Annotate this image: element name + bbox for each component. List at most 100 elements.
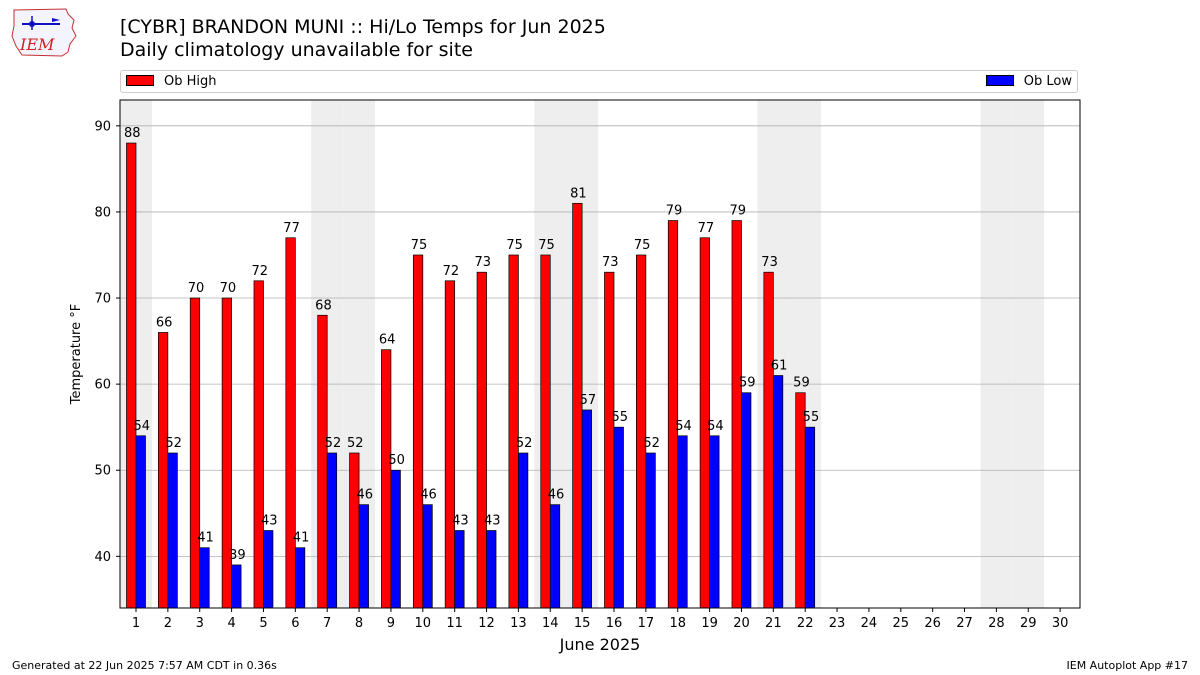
x-tick-label: 10	[415, 616, 432, 631]
high-value-label: 75	[538, 238, 555, 253]
low-bar	[581, 409, 592, 609]
weekend-shade-band	[1012, 100, 1045, 608]
low-bar	[390, 469, 401, 609]
weekend-shade-band	[566, 100, 599, 608]
low-bar	[263, 530, 274, 609]
high-bar	[699, 237, 710, 609]
x-tick-label: 6	[291, 616, 299, 631]
low-bar	[294, 547, 306, 609]
low-value-label: 41	[197, 531, 214, 546]
low-bar	[486, 530, 497, 609]
weekend-shade-band	[980, 100, 1013, 608]
low-bar	[231, 564, 242, 609]
x-tick-label: 7	[323, 616, 331, 631]
low-bar	[677, 435, 688, 609]
high-bar	[189, 297, 201, 609]
x-tick-label: 17	[638, 616, 655, 631]
low-value-label: 59	[739, 376, 756, 391]
high-value-label: 70	[220, 281, 237, 296]
y-tick-label: 60	[94, 378, 111, 393]
low-bar	[518, 452, 529, 609]
high-bar	[476, 271, 487, 609]
high-bar	[158, 332, 169, 609]
high-bar	[126, 142, 137, 609]
high-bar	[540, 254, 551, 609]
high-bar	[412, 254, 424, 609]
high-value-label: 75	[634, 238, 651, 253]
x-tick-label: 16	[606, 616, 623, 631]
x-tick-label: 5	[259, 616, 267, 631]
low-value-label: 52	[516, 436, 533, 451]
y-axis-label: Temperature °F	[69, 304, 84, 405]
high-bar	[763, 271, 774, 609]
low-value-label: 57	[580, 393, 597, 408]
x-tick-label: 28	[988, 616, 1005, 631]
x-tick-label: 14	[542, 616, 559, 631]
high-value-label: 72	[251, 264, 268, 279]
high-bar	[667, 220, 679, 609]
high-value-label: 73	[475, 255, 492, 270]
low-bar	[645, 452, 656, 609]
weekend-shade-band	[534, 100, 567, 608]
legend: Ob High Ob Low	[120, 70, 1078, 93]
low-value-label: 54	[707, 419, 724, 434]
high-bar	[731, 220, 742, 609]
low-value-label: 43	[261, 514, 278, 529]
high-value-label: 59	[793, 376, 810, 391]
weekend-shade-band	[120, 100, 152, 608]
chart-subtitle: Daily climatology unavailable for site	[120, 39, 473, 61]
low-bar	[454, 530, 465, 609]
high-bar	[381, 349, 392, 609]
y-tick-label: 50	[94, 464, 111, 479]
high-value-label: 73	[761, 255, 778, 270]
x-tick-label: 23	[829, 616, 846, 631]
high-bar	[317, 314, 328, 609]
logo-text: IEM	[19, 35, 55, 54]
x-tick-label: 2	[164, 616, 172, 631]
legend-swatch-low	[985, 75, 1014, 86]
low-bar	[199, 547, 210, 609]
legend-item-low: Ob Low	[985, 74, 1072, 89]
low-bar	[167, 452, 178, 609]
x-tick-label: 21	[765, 616, 782, 631]
x-tick-label: 3	[196, 616, 204, 631]
low-bar	[422, 504, 433, 609]
x-tick-label: 24	[861, 616, 878, 631]
y-tick-label: 90	[94, 119, 111, 134]
x-tick-label: 15	[574, 616, 591, 631]
low-value-label: 39	[229, 548, 246, 563]
x-tick-label: 29	[1020, 616, 1037, 631]
x-tick-label: 18	[669, 616, 686, 631]
low-bar	[135, 435, 146, 609]
high-value-label: 64	[379, 333, 396, 348]
x-axis-label: June 2025	[559, 635, 641, 654]
low-value-label: 54	[133, 419, 150, 434]
high-bar	[636, 254, 647, 609]
high-bar	[221, 297, 232, 609]
y-tick-label: 70	[94, 292, 111, 307]
x-tick-label: 22	[797, 616, 814, 631]
low-value-label: 55	[611, 410, 628, 425]
x-tick-label: 20	[733, 616, 750, 631]
high-value-label: 75	[411, 238, 428, 253]
x-tick-label: 1	[132, 616, 140, 631]
x-tick-label: 8	[355, 616, 363, 631]
high-bar	[508, 254, 519, 609]
low-value-label: 55	[803, 410, 820, 425]
weekend-shade-band	[343, 100, 375, 608]
weekend-shade-band	[789, 100, 822, 608]
low-bar	[804, 426, 816, 609]
legend-swatch-high	[126, 75, 154, 86]
legend-label-high: Ob High	[164, 74, 217, 89]
low-bar	[613, 426, 624, 609]
high-value-label: 81	[570, 186, 587, 201]
high-value-label: 77	[283, 221, 300, 236]
x-tick-label: 4	[227, 616, 235, 631]
y-tick-label: 40	[94, 550, 111, 565]
high-value-label: 68	[315, 298, 332, 313]
low-bar	[709, 435, 720, 609]
high-bar	[285, 237, 296, 609]
weekend-shade-band	[757, 100, 790, 608]
weekend-shade-band	[311, 100, 344, 608]
high-bar	[572, 202, 583, 609]
